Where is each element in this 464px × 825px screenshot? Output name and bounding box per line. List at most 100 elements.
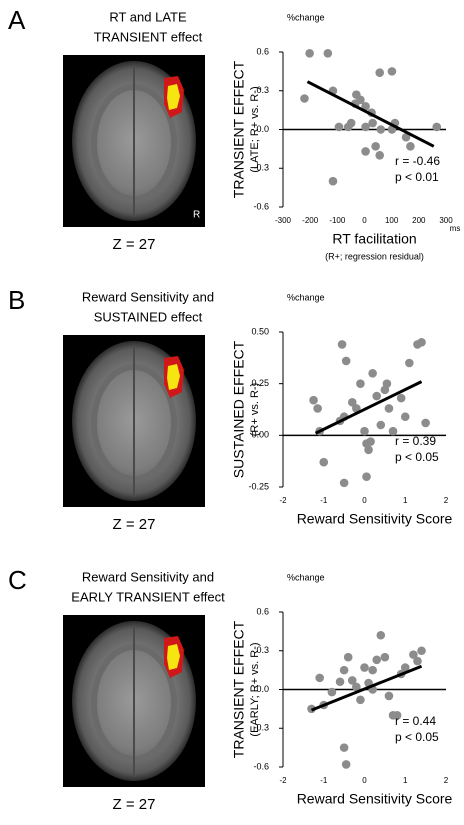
x-axis-label: RT facilitation bbox=[332, 231, 416, 247]
x-tick-label: 2 bbox=[444, 496, 449, 505]
point bbox=[364, 446, 373, 455]
regression-line bbox=[312, 666, 422, 710]
brain-title: TRANSIENT effect bbox=[94, 29, 203, 44]
point bbox=[340, 743, 349, 752]
point bbox=[375, 151, 384, 160]
x-tick-label: -2 bbox=[279, 496, 287, 505]
y-tick-label: 0.6 bbox=[256, 46, 269, 56]
x-tick-label: 200 bbox=[412, 216, 426, 225]
point bbox=[375, 68, 384, 77]
panel-letter: A bbox=[8, 5, 26, 35]
y-unit: %change bbox=[287, 12, 325, 22]
point bbox=[368, 369, 377, 378]
point bbox=[360, 663, 369, 672]
point bbox=[362, 472, 371, 481]
point bbox=[328, 688, 337, 697]
x-tick-label: 1 bbox=[403, 776, 408, 785]
brain-title: Reward Sensitivity and bbox=[82, 289, 214, 304]
point bbox=[329, 177, 338, 186]
point bbox=[421, 419, 430, 428]
point bbox=[309, 396, 318, 405]
point bbox=[413, 657, 422, 666]
point bbox=[381, 653, 390, 662]
panel-letter: B bbox=[8, 285, 25, 315]
x-tick-label: 0 bbox=[362, 216, 367, 225]
brain-title: RT and LATE bbox=[109, 9, 187, 24]
point bbox=[342, 760, 351, 769]
stat-annotation: r = -0.46 bbox=[395, 154, 440, 168]
y-axis-label: TRANSIENT EFFECT bbox=[231, 620, 247, 758]
point bbox=[361, 147, 370, 156]
x-unit: ms bbox=[450, 224, 461, 233]
y-tick-label: -0.6 bbox=[253, 761, 269, 771]
point bbox=[344, 653, 353, 662]
point bbox=[383, 379, 392, 388]
stat-annotation: p < 0.01 bbox=[395, 170, 439, 184]
stat-annotation: r = 0.39 bbox=[395, 434, 436, 448]
point bbox=[319, 458, 328, 467]
y-axis-label: (R+ vs. R-) bbox=[249, 383, 261, 436]
x-tick-label: -1 bbox=[320, 496, 328, 505]
x-tick-label: 0 bbox=[362, 776, 367, 785]
slice-label: Z = 27 bbox=[113, 516, 156, 533]
point bbox=[401, 412, 410, 421]
point bbox=[340, 479, 349, 488]
stat-annotation: r = 0.44 bbox=[395, 714, 436, 728]
y-unit: %change bbox=[287, 572, 325, 582]
y-tick-label: -0.25 bbox=[248, 481, 269, 491]
y-axis-label: SUSTAINED EFFECT bbox=[231, 340, 247, 478]
point bbox=[300, 94, 309, 103]
y-unit: %change bbox=[287, 292, 325, 302]
slice-label: Z = 27 bbox=[113, 796, 156, 813]
point bbox=[385, 404, 394, 413]
regression-line bbox=[316, 382, 422, 434]
point bbox=[305, 49, 314, 58]
point bbox=[371, 142, 380, 151]
y-tick-label: 0.50 bbox=[251, 326, 269, 336]
brain-title: EARLY TRANSIENT effect bbox=[71, 589, 225, 604]
x-tick-label: 1 bbox=[403, 496, 408, 505]
x-tick-label: -300 bbox=[275, 216, 292, 225]
x-axis-label: Reward Sensitivity Score bbox=[297, 791, 453, 807]
point bbox=[324, 49, 333, 58]
point bbox=[377, 421, 386, 430]
x-tick-label: -2 bbox=[279, 776, 287, 785]
point bbox=[336, 677, 345, 686]
x-axis-label: Reward Sensitivity Score bbox=[297, 511, 453, 527]
point bbox=[397, 394, 406, 403]
point bbox=[356, 696, 365, 705]
x-tick-label: -200 bbox=[302, 216, 319, 225]
figure: ART and LATETRANSIENT effectRZ = 27-0.6-… bbox=[0, 0, 464, 825]
point bbox=[406, 142, 415, 151]
point bbox=[315, 674, 324, 683]
y-axis-label: (EARLY; R+ vs. R-) bbox=[249, 642, 261, 736]
point bbox=[377, 125, 386, 134]
y-tick-label: -0.6 bbox=[253, 201, 269, 211]
point bbox=[361, 123, 370, 132]
point bbox=[366, 437, 375, 446]
x-tick-label: 0 bbox=[362, 496, 367, 505]
y-axis-label: TRANSIENT EFFECT bbox=[231, 60, 247, 198]
point bbox=[313, 404, 322, 413]
orientation-label: R bbox=[193, 210, 200, 221]
point bbox=[432, 123, 441, 132]
point bbox=[377, 631, 386, 640]
y-axis-label: (LATE; R+ vs. R-) bbox=[249, 86, 261, 172]
point bbox=[356, 379, 365, 388]
x-tick-label: -100 bbox=[329, 216, 346, 225]
point bbox=[335, 123, 344, 132]
point bbox=[360, 427, 369, 436]
point bbox=[417, 338, 426, 347]
panel: ART and LATETRANSIENT effectRZ = 27-0.6-… bbox=[8, 5, 460, 262]
point bbox=[347, 119, 356, 128]
point bbox=[338, 340, 347, 349]
x-tick-label: 2 bbox=[444, 776, 449, 785]
point bbox=[388, 67, 397, 76]
stat-annotation: p < 0.05 bbox=[395, 450, 439, 464]
x-tick-label: 100 bbox=[385, 216, 399, 225]
stat-annotation: p < 0.05 bbox=[395, 730, 439, 744]
point bbox=[385, 692, 394, 701]
regression-line bbox=[307, 82, 433, 147]
